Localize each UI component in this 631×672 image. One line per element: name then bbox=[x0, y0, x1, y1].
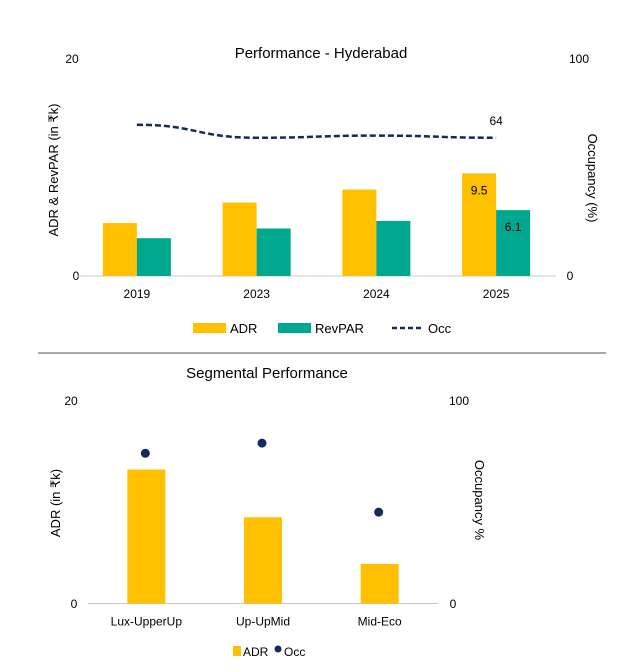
bar-revpar-2023 bbox=[256, 228, 291, 276]
legend-label-adr: ADR bbox=[230, 321, 257, 336]
point-occ-up-upmid bbox=[257, 438, 267, 448]
y2-tick-max: 100 bbox=[569, 52, 589, 66]
segmental-chart: Segmental Performance 20 0 100 0 ADR (in… bbox=[48, 365, 487, 659]
y-tick-zero: 0 bbox=[71, 597, 78, 611]
legend-label-revpar: RevPAR bbox=[315, 321, 364, 336]
y-axis-label: ADR (in ₹k) bbox=[48, 469, 63, 537]
bar-adr-2024 bbox=[342, 189, 377, 276]
bar-adr-2025 bbox=[462, 173, 497, 276]
line-occ bbox=[136, 123, 497, 140]
y-tick-max: 20 bbox=[64, 394, 78, 408]
x-tick-label: 2024 bbox=[363, 287, 390, 301]
legend-swatch-revpar bbox=[278, 323, 311, 333]
y2-tick-zero: 0 bbox=[450, 597, 457, 611]
legend-label-adr: ADR bbox=[243, 645, 269, 659]
bar-adr-up-upmid bbox=[244, 517, 282, 604]
x-tick-label: 2019 bbox=[124, 287, 151, 301]
chart-title: Performance - Hyderabad bbox=[235, 45, 408, 62]
x-tick-label: 2025 bbox=[483, 287, 510, 301]
bar-adr-mid-eco bbox=[360, 563, 399, 604]
y2-tick-max: 100 bbox=[449, 394, 469, 408]
y-tick-max: 20 bbox=[65, 52, 79, 66]
x-tick-label: Lux-UpperUp bbox=[111, 615, 183, 629]
legend-label-occ: Occ bbox=[284, 645, 305, 659]
x-tick-label: 2023 bbox=[243, 287, 270, 301]
bar-adr-lux-upperup bbox=[127, 469, 166, 604]
y2-tick-zero: 0 bbox=[567, 269, 574, 283]
y2-axis-label: Occupancy % bbox=[472, 460, 487, 541]
bar-revpar-2019 bbox=[136, 238, 171, 276]
data-label-revpar-2025: 6.1 bbox=[505, 220, 522, 234]
bar-revpar-2024 bbox=[376, 220, 411, 276]
x-tick-label: Mid-Eco bbox=[358, 615, 402, 629]
bar-revpar-2025 bbox=[496, 210, 531, 276]
data-label-occ-2025: 64 bbox=[489, 114, 503, 128]
x-tick-label: Up-UpMid bbox=[236, 615, 290, 629]
y-axis-label: ADR & RevPAR (in ₹k) bbox=[46, 104, 61, 237]
data-label-adr-2025: 9.5 bbox=[471, 183, 488, 197]
bar-adr-2023 bbox=[222, 202, 257, 276]
legend-swatch-adr bbox=[233, 646, 241, 656]
legend-swatch-occ bbox=[274, 645, 282, 653]
performance-chart: Performance - Hyderabad 20 0 100 0 ADR &… bbox=[46, 45, 600, 336]
y2-axis-label: Occupancy (%) bbox=[585, 134, 600, 223]
y-tick-zero: 0 bbox=[73, 269, 80, 283]
legend-swatch-adr bbox=[193, 323, 226, 333]
point-occ-mid-eco bbox=[374, 507, 384, 517]
chart-title: Segmental Performance bbox=[186, 365, 348, 382]
legend-label-occ: Occ bbox=[428, 321, 452, 336]
bar-adr-2019 bbox=[102, 223, 137, 276]
point-occ-lux-upperup bbox=[140, 448, 150, 458]
